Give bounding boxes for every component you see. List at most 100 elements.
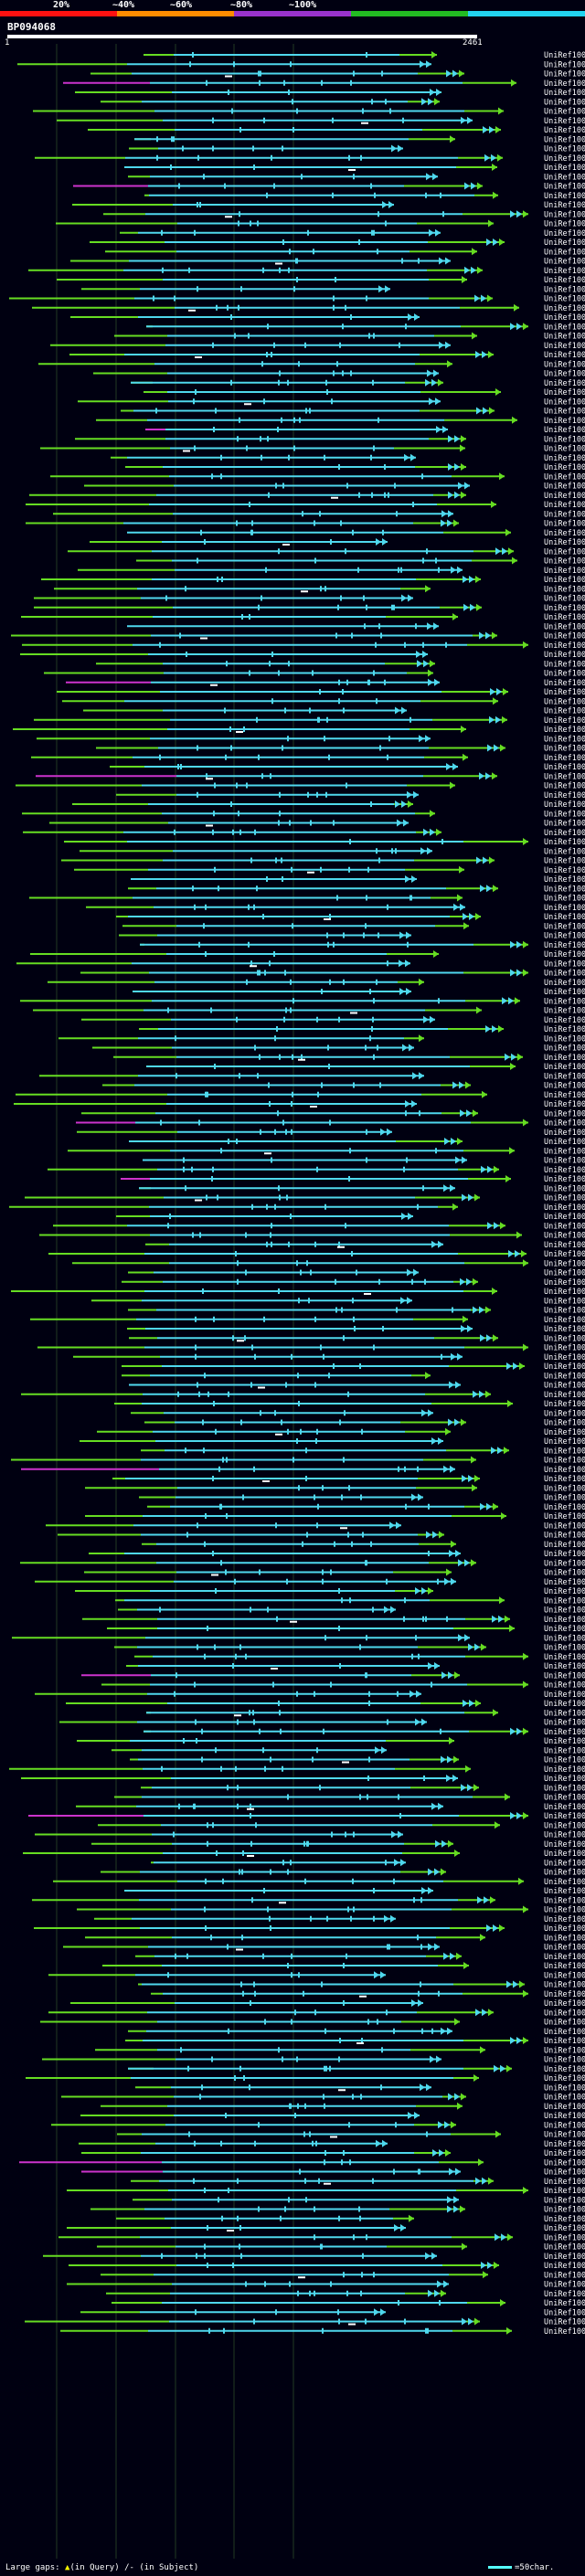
hit-tick [248,941,250,948]
arrow-icon [481,294,486,302]
hit-label: UniRef100_A9VDF5 [544,1241,585,1250]
hit-label: UniRef100_A9VAW9 [544,2178,585,2187]
hit-tick [194,445,196,451]
hit-tick [299,417,301,423]
hit-tick [348,866,350,873]
hit-label: UniRef100_C5ZMF8 [544,426,585,435]
hit-label: UniRef100_Q4YBJ0 [544,745,585,754]
arrow-icon [523,838,528,845]
hit-row: UniRef100_A9P051 [124,164,585,173]
hit-tick [319,511,321,517]
arrow-icon [503,688,508,695]
hit-row: UniRef100_A9UNL9 [140,940,585,950]
hit-tick [297,2103,299,2109]
hit-tick [193,2178,195,2184]
hit-tick [228,2028,229,2034]
arrow-icon [463,576,468,583]
arrow-icon [492,164,497,171]
hit-row: UniRef100_A4VYJ1 [37,735,585,744]
hit-row: UniRef100_UP1000... [116,790,585,800]
arrow-icon [485,1025,491,1033]
arrow-icon [475,2177,481,2185]
hit-tick [347,1532,349,1538]
gap-marker [200,637,207,640]
arrow-icon [463,603,469,611]
hit-label: UniRef100_A9UPX9 [544,313,585,323]
hit-label: UniRef100_A9V5P5 [544,388,585,398]
hit-row: UniRef100_A9UZK9 [92,1044,585,1054]
hit-tick [426,548,428,555]
arrow-icon [451,1540,456,1548]
hit-row: UniRef100_A9US76 [40,2018,585,2028]
arrow-icon [436,2055,441,2063]
hit-tick [440,192,441,198]
hit-label: UniRef100_Q5UT23 [544,1906,585,1915]
arrow-icon [461,1325,466,1332]
arrow-icon [382,201,388,208]
gap-marker [282,544,290,546]
hit-label: UniRef100_C5O8J8 [544,1157,585,1166]
hit-tick [176,1672,177,1679]
hit-tick [333,820,335,826]
arrow-icon [423,828,429,836]
hit-tick [293,417,295,423]
hit-label: UniRef100_Q4SZ19 [544,342,585,351]
hit-label: UniRef100_C5N094 [544,351,585,360]
hit-tick [348,2122,350,2128]
arrow-icon [455,1156,461,1164]
hit-tick [204,1653,206,1659]
gap-marker [271,1668,278,1670]
arrow-icon [410,453,416,461]
hit-label: UniRef100_A9V701 [544,220,585,229]
hit-tick [421,2028,423,2034]
arrow-icon [436,426,441,433]
hit-tick [400,567,402,573]
hit-tick [264,970,266,976]
hit-tick [214,1064,216,1069]
arrow-icon [481,1165,486,1173]
hit-label: UniRef100_A9V267 [544,2121,585,2130]
arrow-icon [421,1587,427,1595]
hit-row: UniRef100_A9V2L1 [151,1989,585,1999]
hit-tick [250,1840,252,1847]
hit-label: UniRef100_Q4T479 [544,2056,585,2065]
hit-tick [224,707,226,714]
hit-tick [419,2168,420,2175]
hit-label: UniRef100_A9V349 [544,1034,585,1044]
hit-tick [341,1307,343,1313]
hit-tick [279,267,281,273]
arrow-icon [473,1784,479,1792]
arrow-icon [422,651,428,658]
hit-label: UniRef100_A9VYV4 [544,1887,585,1896]
hit-tick [167,1007,169,1013]
arrow-icon [435,1839,441,1848]
arrow-icon [483,2271,488,2279]
arrow-icon [441,1671,447,1680]
hit-tick [203,923,205,929]
arrow-icon [518,1877,524,1885]
hit-tick [424,1278,426,1285]
legend-label: ~100% [289,0,317,10]
hit-tick [346,2290,348,2296]
hit-label: UniRef100_A9V0D2 [544,595,585,604]
hit-label: UniRef100_A9US76 [544,2019,585,2028]
arrow-icon [457,1138,463,1145]
hit-label: UniRef100_A9V6V2 [544,613,585,622]
hit-label: UniRef100_A9P2Q9 [544,2308,585,2317]
arrow-icon [464,1634,470,1642]
hit-label: UniRef100_A9UJ61 [544,2158,585,2168]
gap-marker [264,1152,271,1155]
arrow-icon [494,744,499,752]
hit-tick [253,1981,255,1988]
hit-tick [215,1428,217,1435]
hit-label: UniRef100_A9UNS2 [544,1119,585,1129]
hit-tick [323,1728,324,1734]
hit-label: UniRef100_A9UT17 [544,1100,585,1109]
hit-tick [324,1203,326,1210]
hit-tick [307,791,309,798]
hit-tick [251,1897,253,1903]
hit-tick [314,2206,315,2212]
hit-tick [318,716,320,723]
hit-tick [384,492,386,498]
hit-tick [173,1831,175,1838]
